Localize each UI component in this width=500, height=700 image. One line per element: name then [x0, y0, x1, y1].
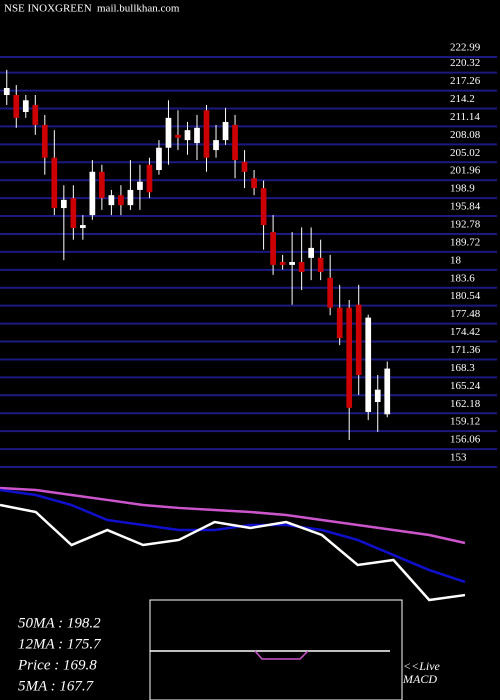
- candle-body: [184, 130, 191, 141]
- candle-body: [384, 368, 391, 415]
- candle-body: [89, 171, 96, 216]
- y-tick-label: 165.24: [450, 380, 481, 392]
- candle-body: [51, 157, 58, 209]
- candle-body: [60, 199, 67, 209]
- candle-body: [127, 189, 134, 206]
- y-tick-label: 214.2: [450, 93, 475, 105]
- y-tick-label: 183.6: [450, 272, 475, 284]
- candle-body: [317, 257, 324, 272]
- y-tick-label: 174.42: [450, 326, 480, 338]
- candle-body: [279, 261, 286, 265]
- candle-body: [232, 124, 238, 161]
- candle-body: [118, 195, 124, 206]
- stat-label: 50MA : 198.2: [18, 615, 101, 631]
- candle-body: [80, 225, 86, 228]
- y-tick-label: 171.36: [450, 344, 481, 356]
- y-tick-label: 18: [450, 254, 462, 266]
- candle-body: [194, 127, 200, 144]
- y-tick-label: 159.12: [450, 416, 480, 428]
- candle-body: [99, 171, 105, 199]
- candle-body: [165, 117, 172, 148]
- candle-body: [251, 178, 257, 189]
- chart-title: NSE INOXGREEN: [4, 3, 92, 15]
- y-tick-label: 205.02: [450, 147, 480, 159]
- macd-label: <<Live: [403, 659, 441, 673]
- candle-body: [41, 124, 48, 158]
- candle-body: [241, 161, 248, 172]
- y-tick-label: 217.26: [450, 75, 481, 87]
- stat-label: 5MA : 167.7: [18, 678, 95, 694]
- indicator-line: [0, 503, 466, 602]
- y-tick-label: 153: [450, 452, 467, 464]
- candle-body: [260, 188, 267, 226]
- candle-body: [156, 147, 162, 171]
- y-tick-label: 180.54: [450, 290, 481, 302]
- y-tick-label: 201.96: [450, 165, 481, 177]
- candle-body: [289, 261, 295, 265]
- y-tick-label: 156.06: [450, 434, 481, 446]
- candle-body: [374, 389, 381, 402]
- candle-body: [22, 100, 29, 113]
- candle-body: [175, 134, 181, 138]
- candle-body: [13, 95, 20, 118]
- y-tick-label: 222.99: [450, 42, 481, 54]
- indicator-line: [0, 488, 466, 584]
- stat-label: 12MA : 175.7: [18, 636, 102, 652]
- candle-body: [308, 247, 314, 258]
- y-tick-label: 192.78: [450, 219, 481, 231]
- candle-body: [270, 232, 276, 265]
- candle-body: [365, 317, 372, 412]
- candle-body: [108, 195, 115, 206]
- y-tick-label: 195.84: [450, 201, 481, 213]
- candle-body: [203, 110, 210, 158]
- y-tick-label: 198.9: [450, 183, 475, 195]
- macd-box: [149, 599, 403, 700]
- candle-body: [298, 261, 305, 272]
- candle-body: [70, 198, 77, 228]
- y-tick-label: 208.08: [450, 129, 481, 141]
- candle-body: [327, 277, 334, 308]
- chart-subtitle: mail.bullkhan.com: [97, 3, 180, 15]
- y-tick-label: 220.32: [450, 57, 480, 69]
- candle-body: [3, 87, 10, 96]
- candle-body: [346, 307, 353, 408]
- candle-body: [32, 104, 39, 125]
- y-tick-label: 162.18: [450, 398, 481, 410]
- candle-body: [355, 304, 362, 376]
- candle-body: [336, 307, 343, 339]
- indicator-line: [0, 486, 466, 545]
- candle-body: [137, 181, 143, 190]
- candle-body: [146, 164, 153, 193]
- y-tick-label: 177.48: [450, 308, 481, 320]
- y-tick-label: 168.3: [450, 362, 475, 374]
- y-tick-label: 211.14: [450, 111, 480, 123]
- y-tick-label: 189.72: [450, 236, 480, 248]
- stat-label: Price : 169.8: [17, 657, 97, 673]
- candle-body: [222, 121, 229, 141]
- macd-signal: [254, 650, 309, 660]
- candle-body: [213, 140, 219, 151]
- macd-label: MACD: [402, 672, 437, 686]
